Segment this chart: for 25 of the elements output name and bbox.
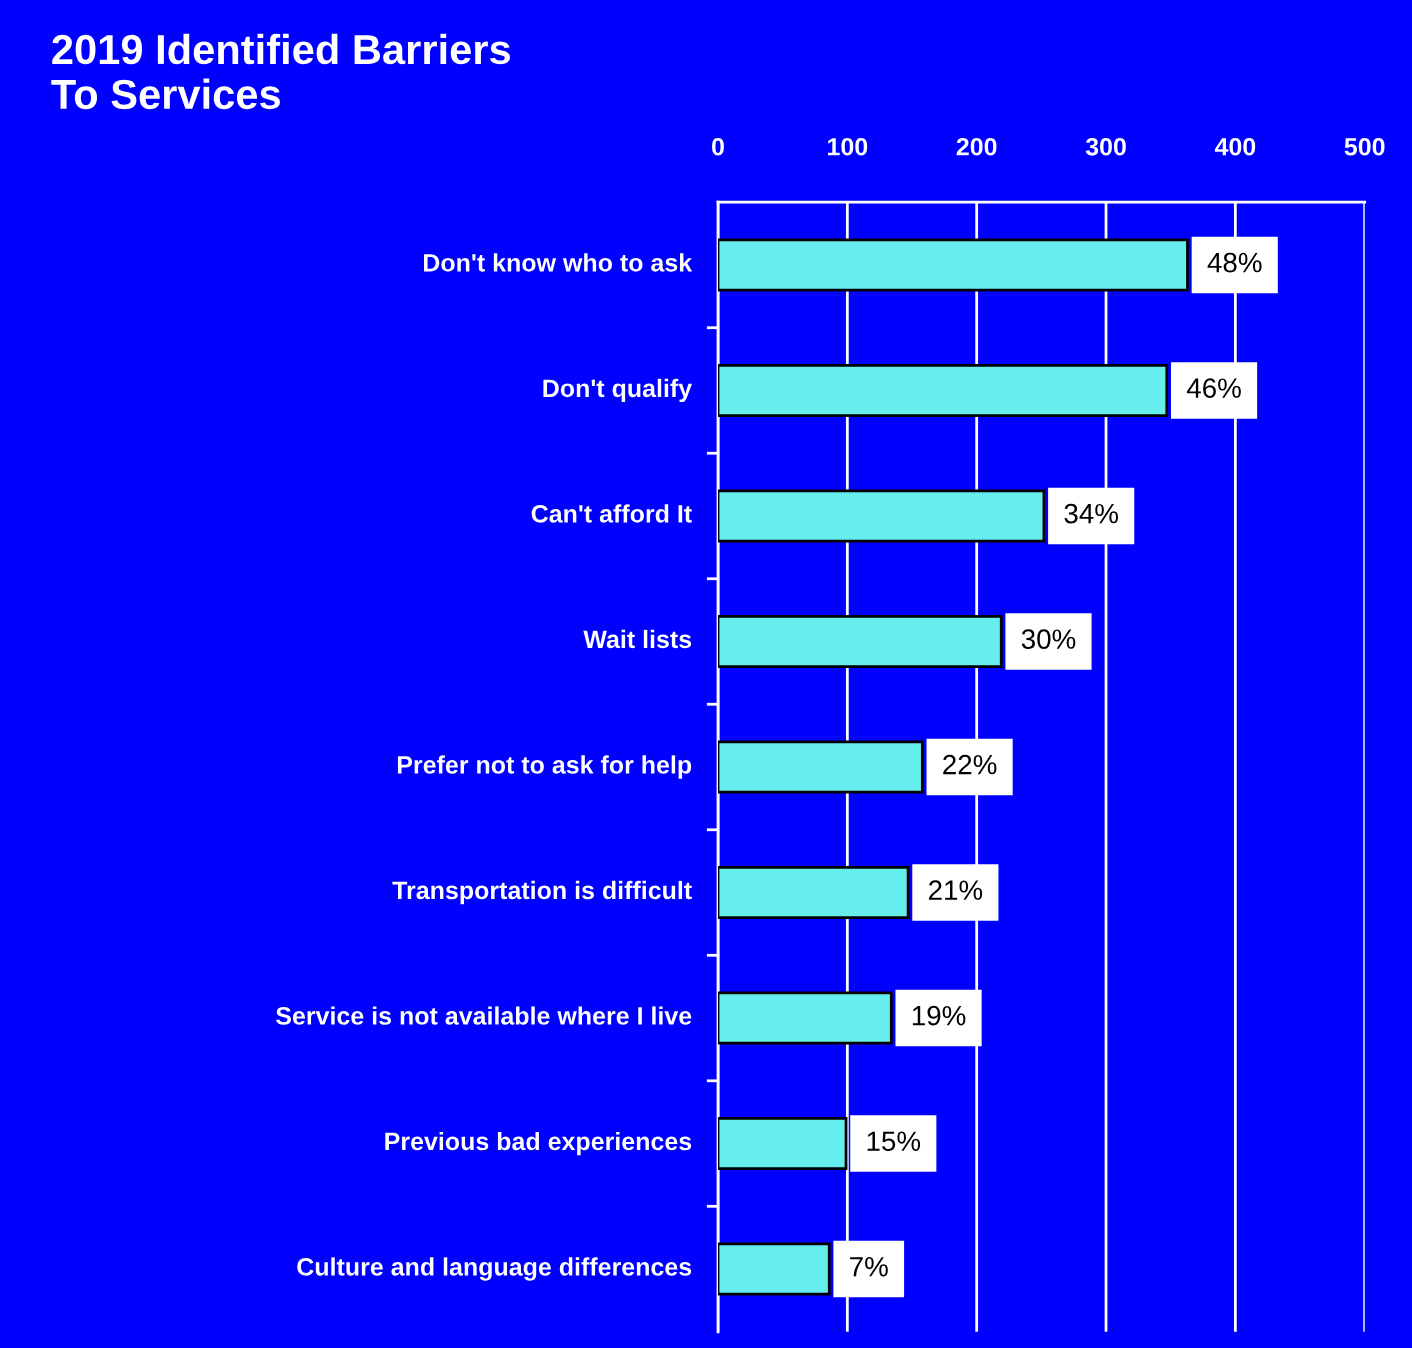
y-tick-label: Don't know who to ask [423,253,693,272]
y-tick-label: Can't afford It [531,504,692,523]
y-tick-label: Service is not available where I live [276,1006,692,1025]
annotation: 19% [912,1005,966,1026]
annotation: 7% [850,1256,888,1277]
x-tick-label: 300 [1085,137,1126,156]
x-tick-label: 500 [1344,137,1385,156]
x-tick-label: 200 [956,137,997,156]
x-tick-label: 100 [828,137,868,156]
y-tick-label: Culture and language differences [297,1257,692,1281]
annotation: 34% [1064,503,1118,524]
text: 2019 Identified Barriers To Services [51,33,510,110]
y-tick-label: Wait lists [583,629,692,649]
y-tick-label: Transportation is difficult [392,880,692,905]
annotation: 30% [1021,629,1076,649]
x-tick-label: 0 [712,137,724,156]
annotation: 22% [943,754,997,775]
y-tick-label: Don't qualify [543,378,693,403]
annotation: 48% [1207,252,1262,273]
y-tick-label: Previous bad experiences [385,1131,692,1156]
x-tick-label: 400 [1214,137,1256,156]
annotation: 21% [928,880,983,900]
annotation: 15% [867,1131,921,1152]
y-tick-label: Prefer not to ask for help [397,755,692,779]
annotation: 46% [1186,378,1241,398]
